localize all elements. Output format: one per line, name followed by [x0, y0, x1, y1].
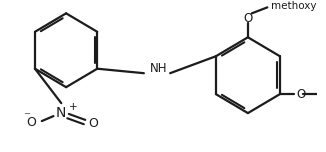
Text: +: + [69, 102, 78, 112]
Text: O: O [243, 12, 253, 25]
Text: ⁻: ⁻ [23, 111, 30, 124]
Text: methoxy: methoxy [271, 1, 317, 11]
Text: NH: NH [150, 62, 167, 75]
Text: O: O [296, 88, 306, 101]
Text: O: O [88, 117, 98, 130]
Text: N: N [56, 106, 67, 120]
Text: O: O [26, 116, 36, 129]
